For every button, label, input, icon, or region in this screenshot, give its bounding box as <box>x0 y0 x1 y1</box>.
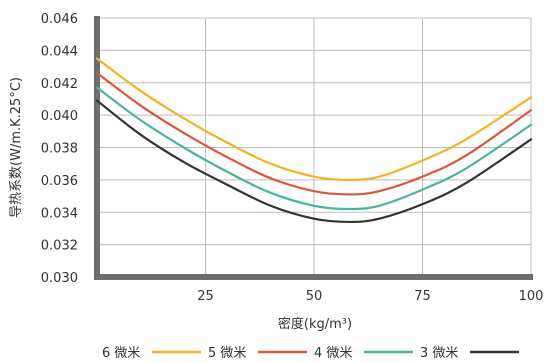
y-tick-label: 0.046 <box>41 12 78 27</box>
y-tick-label: 0.038 <box>41 142 78 157</box>
legend-label: 6 微米 <box>102 346 140 361</box>
y-tick-label: 0.040 <box>41 109 78 124</box>
x-tick-label: 50 <box>306 289 323 304</box>
series-line <box>95 99 533 224</box>
gridlines <box>97 17 532 277</box>
legend-label: 5 微米 <box>208 346 246 361</box>
y-tick-label: 0.042 <box>41 77 78 92</box>
series-line <box>95 86 533 211</box>
legend-item: 5 微米 <box>208 346 307 361</box>
series-line <box>95 57 533 181</box>
legend-item: 3 微米 <box>420 346 519 361</box>
y-tick-label: 0.030 <box>41 271 78 286</box>
x-tick-labels: 25 50 75 100 <box>197 289 543 304</box>
x-tick-label: 75 <box>414 289 431 304</box>
x-tick-label: 100 <box>519 289 544 304</box>
y-tick-label: 0.044 <box>41 44 78 59</box>
x-axis-label: 密度(kg/m³) <box>278 316 352 332</box>
legend-label: 3 微米 <box>420 346 458 361</box>
y-tick-label: 0.034 <box>41 206 78 221</box>
legend-item: 4 微米 <box>314 346 413 361</box>
legend: 6 微米 5 微米 4 微米 3 微米 <box>102 346 519 361</box>
x-tick-label: 25 <box>197 289 214 304</box>
series-line <box>95 71 533 196</box>
series-lines <box>95 57 533 224</box>
axes <box>94 16 533 280</box>
legend-item: 6 微米 <box>102 346 201 361</box>
y-tick-label: 0.032 <box>41 239 78 254</box>
y-tick-labels: 0.030 0.032 0.034 0.036 0.038 0.040 0.042 0.044… <box>41 12 78 286</box>
legend-label: 4 微米 <box>314 346 352 361</box>
y-tick-label: 0.036 <box>41 174 78 189</box>
y-axis-label: 导热系数(W/m.K.25°C) <box>9 77 24 218</box>
